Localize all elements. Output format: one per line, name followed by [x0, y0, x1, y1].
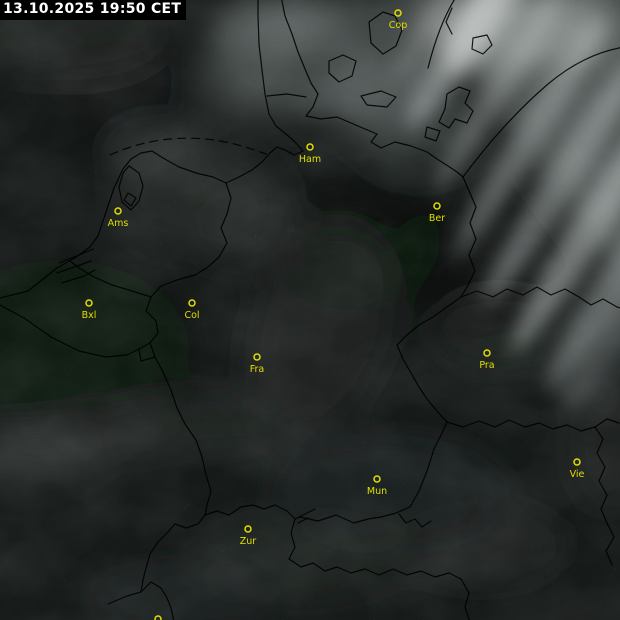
- city-label-mun: Mun: [367, 486, 387, 497]
- city-marker-mun: Mun: [367, 475, 387, 497]
- city-marker-fra: Fra: [250, 353, 265, 375]
- city-dot-icon: [154, 615, 162, 620]
- city-dot-icon: [244, 525, 252, 533]
- island-bornholm: [471, 34, 493, 55]
- city-label-ams: Ams: [108, 218, 129, 229]
- city-marker-bxl: Bxl: [82, 299, 97, 321]
- border-germany-poland: [460, 176, 477, 298]
- border-czech-austria: [446, 419, 596, 432]
- border-germany-west: [145, 296, 212, 516]
- coastline-baltic-east: [462, 47, 620, 178]
- city-marker-edge-partial: [154, 615, 162, 620]
- city-marker-pra: Pra: [479, 349, 495, 371]
- border-denmark-germany: [266, 93, 307, 98]
- city-marker-cop: Cop: [389, 9, 407, 31]
- border-germany-austria: [299, 421, 448, 528]
- city-layer: Cop Ham Ber Ams Bxl Col Fra Pra Vie Mun Zur: [82, 9, 585, 620]
- island-funen: [328, 54, 357, 83]
- city-dot-icon: [483, 349, 491, 357]
- city-marker-zur: Zur: [240, 525, 257, 547]
- city-marker-vie: Vie: [570, 458, 585, 480]
- border-switzerland-austria: [288, 518, 296, 560]
- city-dot-icon: [373, 475, 381, 483]
- city-marker-ber: Ber: [429, 202, 445, 224]
- timestamp-label: 13.10.2025 19:50 CET: [0, 0, 187, 20]
- island-lolland: [360, 90, 397, 108]
- city-dot-icon: [188, 299, 196, 307]
- frisian-islands: [109, 137, 267, 156]
- city-dot-icon: [85, 299, 93, 307]
- city-dot-icon: [394, 9, 402, 17]
- border-netherlands-germany: [150, 182, 232, 298]
- city-dot-icon: [306, 143, 314, 151]
- city-label-fra: Fra: [250, 364, 265, 375]
- city-marker-ham: Ham: [299, 143, 321, 165]
- border-czech-germany: [396, 296, 462, 423]
- city-dot-icon: [433, 202, 441, 210]
- border-switzerland-north: [204, 504, 296, 520]
- city-label-col: Col: [184, 310, 199, 321]
- coastline-jutland-baltic: [281, 0, 464, 178]
- city-label-bxl: Bxl: [82, 310, 97, 321]
- island-zealand: [368, 11, 403, 55]
- ijsselmeer-lake: [118, 165, 144, 211]
- border-alps-south: [288, 558, 462, 580]
- city-label-ham: Ham: [299, 154, 321, 165]
- city-label-ber: Ber: [429, 213, 445, 224]
- border-czech-north: [460, 286, 620, 309]
- city-dot-icon: [253, 353, 261, 361]
- city-label-cop: Cop: [389, 20, 407, 31]
- city-label-pra: Pra: [479, 360, 494, 371]
- city-marker-col: Col: [184, 299, 200, 321]
- border-belgium-netherlands: [69, 260, 152, 298]
- city-label-zur: Zur: [240, 536, 257, 547]
- border-luxembourg: [138, 342, 156, 362]
- island-ruegen: [424, 86, 474, 142]
- city-dot-icon: [114, 207, 122, 215]
- border-austria-slovenia: [460, 578, 470, 620]
- city-dot-icon: [573, 458, 581, 466]
- city-label-vie: Vie: [570, 469, 585, 480]
- border-belgium-france: [0, 304, 140, 358]
- coastline-sweden: [427, 0, 455, 69]
- border-switzerland-west: [107, 514, 206, 620]
- city-marker-ams: Ams: [108, 207, 129, 229]
- border-austria-slovakia: [594, 418, 620, 566]
